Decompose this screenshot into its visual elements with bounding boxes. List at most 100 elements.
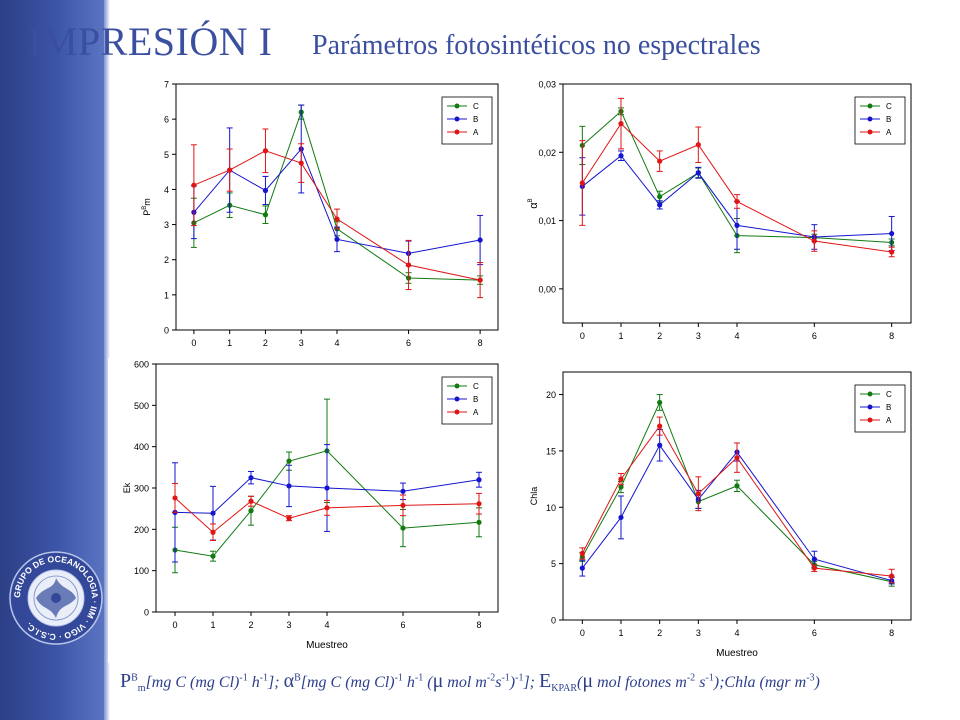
oceanography-group-seal-icon: GRUPO DE OCEANOLOGIA · IIM · VIGO · C.S.… xyxy=(9,551,103,645)
data-point-B xyxy=(262,187,269,194)
legend-marker-B xyxy=(454,116,460,122)
x-tick-label: 0 xyxy=(580,628,585,638)
caption-ek-units3: s xyxy=(695,674,706,691)
caption-ek-units1: ( xyxy=(577,674,583,691)
caption-pbm-sup: B xyxy=(131,672,138,684)
y-tick-label: 100 xyxy=(134,566,149,576)
data-point-A xyxy=(324,505,330,511)
data-point-B xyxy=(210,510,216,516)
chart-panel-ek: 0 100 200 300 400 500 600 0 1 2 3 4 6 8 Ek Muestreo C B A xyxy=(108,358,507,663)
data-point-A xyxy=(734,198,740,205)
legend-label-A: A xyxy=(886,416,892,425)
legend-marker-A xyxy=(867,129,873,135)
caption-alpha-sup1: -1 xyxy=(394,672,403,684)
x-tick-label: 1 xyxy=(227,338,232,348)
x-tick-label: 8 xyxy=(889,331,894,341)
data-point-B xyxy=(286,483,292,489)
data-point-A xyxy=(618,121,624,127)
caption-alpha-mid3: mol m xyxy=(443,674,487,691)
x-tick-label: 6 xyxy=(812,628,817,638)
units-caption: PBm[mg C (mg Cl)-1 h-1]; αB[mg C (mg Cl)… xyxy=(120,670,950,694)
x-axis-label: Muestreo xyxy=(306,640,348,651)
caption-ek-sup1: -2 xyxy=(686,672,696,684)
series-C xyxy=(579,394,895,587)
legend-label-C: C xyxy=(886,102,892,111)
caption-ek-sup2: -1 xyxy=(705,672,714,684)
data-point-C xyxy=(734,483,740,489)
data-point-B xyxy=(734,222,740,228)
legend-marker-C xyxy=(867,391,873,397)
series-C xyxy=(190,104,484,285)
x-tick-label: 4 xyxy=(334,338,339,348)
y-tick-label: 0,00 xyxy=(538,284,556,294)
caption-ek-symbol: E xyxy=(539,670,552,692)
x-tick-label: 4 xyxy=(324,620,329,630)
series-A xyxy=(579,416,895,584)
chart-panel-chla: 0 5 10 15 20 0 1 2 3 4 6 8 Chla Muestreo C B A xyxy=(513,358,924,663)
y-tick-label: 4 xyxy=(164,185,169,195)
data-point-B xyxy=(477,237,483,243)
legend-marker-B xyxy=(867,116,873,122)
caption-alpha-mid2: ( xyxy=(423,674,433,691)
data-point-A xyxy=(811,565,817,571)
y-tick-label: 0,03 xyxy=(538,80,556,90)
caption-alpha-sup5: -1 xyxy=(515,672,524,684)
caption-mu-2: μ xyxy=(582,670,594,692)
legend-box xyxy=(441,376,493,425)
y-tick-label: 7 xyxy=(164,80,169,90)
legend-marker-A xyxy=(454,129,460,135)
data-point-C xyxy=(262,212,269,218)
legend-marker-A xyxy=(867,417,873,423)
y-tick-label: 0 xyxy=(164,326,169,336)
y-axis-label: Chla xyxy=(529,487,539,506)
legend-label-B: B xyxy=(886,115,891,124)
data-point-B xyxy=(579,565,585,571)
caption-alpha-mid4: s xyxy=(495,674,502,691)
data-point-A xyxy=(210,529,216,535)
y-tick-label: 200 xyxy=(134,525,149,535)
x-tick-label: 2 xyxy=(657,331,662,341)
series-line-C xyxy=(193,110,481,281)
data-point-A xyxy=(734,455,740,461)
data-point-B xyxy=(695,170,701,176)
x-tick-label: 4 xyxy=(734,331,739,341)
data-point-A xyxy=(227,167,233,173)
data-point-B xyxy=(334,236,340,242)
data-point-A xyxy=(579,180,585,186)
y-axis-label: PBm xyxy=(142,198,152,216)
x-tick-label: 2 xyxy=(263,338,268,348)
y-tick-label: 0,02 xyxy=(538,148,556,158)
page-subtitle: Parámetros fotosintéticos no espectrales xyxy=(312,30,761,61)
data-point-C xyxy=(248,508,254,514)
x-tick-label: 8 xyxy=(889,628,894,638)
caption-alpha-mid5: ) xyxy=(509,674,516,691)
data-point-A xyxy=(889,249,895,255)
data-point-A xyxy=(657,158,663,164)
data-point-B xyxy=(811,556,817,562)
x-tick-label: 8 xyxy=(478,338,483,348)
chart-chla: 0 5 10 15 20 0 1 2 3 4 6 8 Chla Muestreo CBA xyxy=(529,371,912,659)
y-tick-label: 0 xyxy=(551,616,556,626)
legend-box xyxy=(441,96,493,145)
data-point-B xyxy=(657,202,663,208)
data-point-A xyxy=(889,573,895,579)
x-tick-label: 1 xyxy=(618,331,623,341)
x-tick-label: 3 xyxy=(696,628,701,638)
data-point-B xyxy=(618,514,624,521)
x-tick-label: 3 xyxy=(299,338,304,348)
caption-pbm-symbol: P xyxy=(120,670,132,692)
legend-label-A: A xyxy=(886,128,892,137)
data-point-A xyxy=(579,550,585,557)
x-tick-label: 6 xyxy=(406,338,411,348)
caption-alpha-sup4: -1 xyxy=(501,672,510,684)
x-axis-label: Muestreo xyxy=(716,648,758,659)
x-tick-label: 4 xyxy=(734,628,739,638)
data-point-B xyxy=(657,442,663,448)
y-tick-label: 3 xyxy=(164,220,169,230)
data-point-B xyxy=(324,485,330,491)
caption-alpha-mid: h xyxy=(402,674,415,691)
caption-alpha-end: ]; xyxy=(523,674,536,691)
series-A xyxy=(172,482,482,541)
y-tick-label: 400 xyxy=(134,442,149,452)
caption-ek-units4: ); xyxy=(713,674,725,691)
